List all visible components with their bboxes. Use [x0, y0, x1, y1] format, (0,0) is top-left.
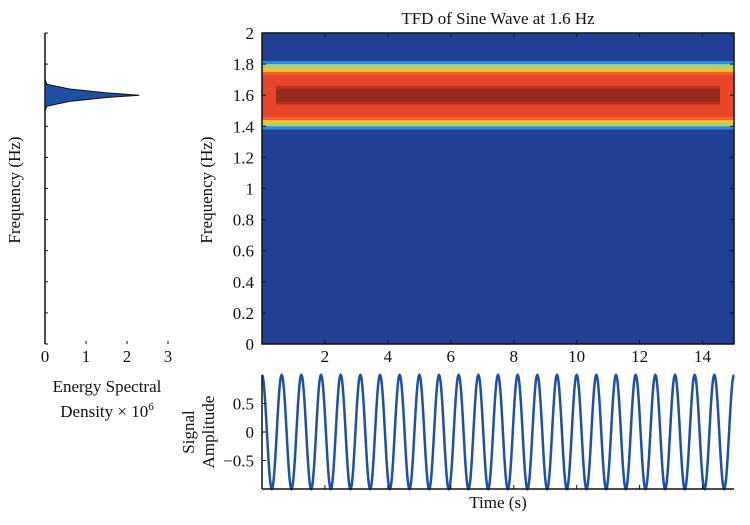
- tfd-band: [276, 88, 720, 102]
- tfd-xtick-label: 14: [694, 347, 712, 366]
- signal-ylabel-2: Amplitude: [199, 396, 218, 469]
- esd-xtick-label: 0: [41, 347, 50, 366]
- esd-xlabel-exp: 6: [148, 401, 154, 413]
- tfd-ytick-label: 0.8: [233, 211, 254, 230]
- tfd-xtick-label: 4: [384, 347, 393, 366]
- signal-line: [261, 373, 735, 491]
- signal-xlabel: Time (s): [469, 493, 526, 512]
- esd-xlabel-2-text: Density × 10: [60, 402, 148, 421]
- tfd-ytick-label: 2: [246, 24, 255, 43]
- tfd-ytick-label: 1.8: [233, 55, 254, 74]
- tfd-ytick-label: 1.4: [233, 117, 255, 136]
- esd-ylabel: Frequency (Hz): [5, 136, 24, 243]
- tfd-xtick-label: 10: [568, 347, 585, 366]
- signal-plot: 0.5 0 −0.5: [223, 373, 735, 491]
- tfd-ytick-label: 0.4: [233, 273, 255, 292]
- esd-area: [44, 79, 140, 111]
- tfd-xtick-label: 12: [631, 347, 648, 366]
- signal-ylabel-1: Signal: [179, 410, 198, 454]
- tfd-ytick-label: 0.2: [233, 304, 254, 323]
- tfd-ytick-label: 1.2: [233, 148, 254, 167]
- esd-xlabel-2: Density × 106: [60, 401, 154, 421]
- esd-xtick-label: 2: [123, 347, 132, 366]
- signal-ytick-label: −0.5: [223, 452, 254, 471]
- signal-ytick-label: 0: [246, 423, 255, 442]
- signal-ytick-label: 0.5: [233, 395, 254, 414]
- tfd-ylabel: Frequency (Hz): [197, 136, 216, 243]
- esd-xtick-label: 3: [164, 347, 173, 366]
- tfd-xtick-label: 8: [509, 347, 518, 366]
- tfd-xtick-label: 2: [321, 347, 330, 366]
- esd-xlabel-1: Energy Spectral: [53, 377, 162, 396]
- tfd-ytick-label: 0.6: [233, 242, 254, 261]
- tfd-xtick-label: 6: [447, 347, 456, 366]
- tfd-ytick-label: 1.6: [233, 86, 254, 105]
- tfd-plot: 0 0.2 0.4 0.6 0.8 1 1.2 1.4 1.6 1.8 2 2 4 6 8 10 12 14: [233, 24, 735, 366]
- esd-plot: 0 1 2 3: [41, 32, 173, 366]
- tfd-ytick-label: 1: [246, 180, 255, 199]
- esd-xtick-label: 1: [82, 347, 91, 366]
- tfd-title: TFD of Sine Wave at 1.6 Hz: [401, 9, 595, 28]
- tfd-ytick-label: 0: [246, 335, 255, 354]
